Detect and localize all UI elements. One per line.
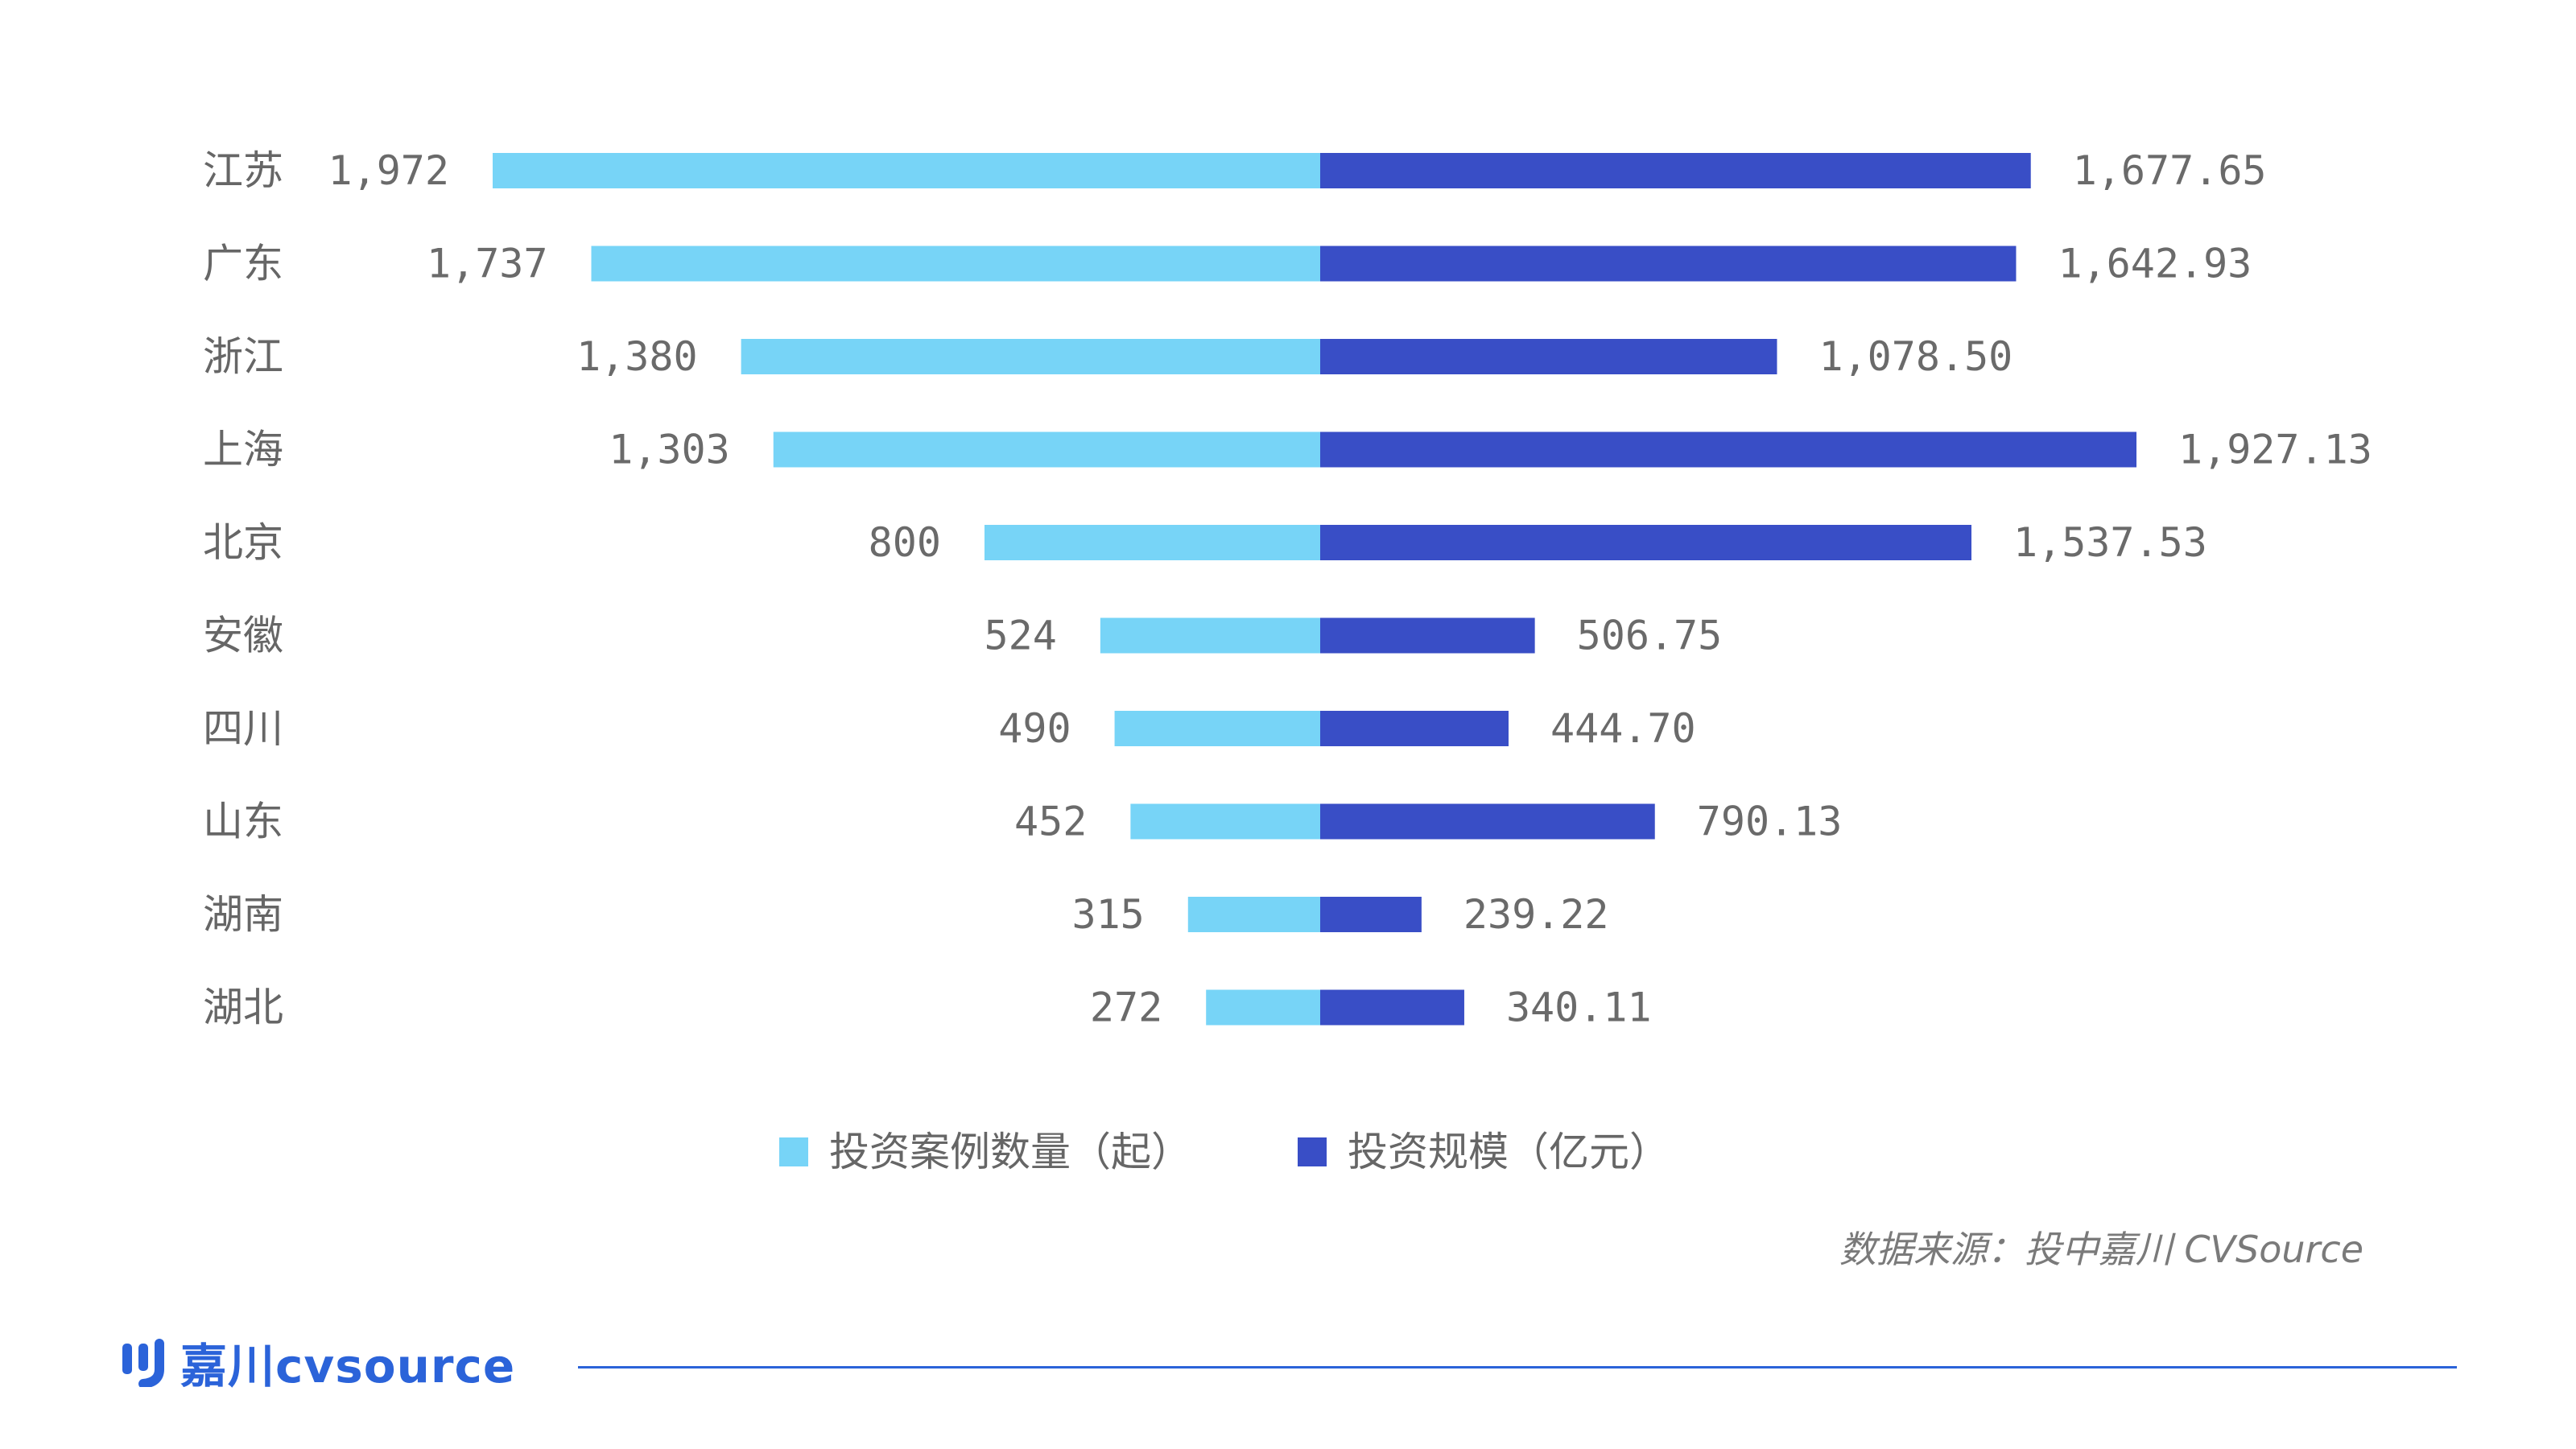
value-label-investment-scale: 1,677.65 [2073, 147, 2267, 194]
category-label: 湖北 [203, 985, 283, 1031]
bar-case-count [1187, 897, 1320, 932]
value-label-investment-scale: 1,927.13 [2178, 427, 2372, 473]
value-label-case-count: 490 [998, 705, 1071, 752]
category-label: 湖南 [203, 891, 283, 938]
brand-name: 嘉川cvsource [180, 1328, 515, 1396]
investment-scale-bars [1320, 153, 2136, 1026]
bar-investment-scale [1320, 153, 2031, 188]
category-label: 江苏 [203, 147, 283, 194]
bar-case-count [591, 246, 1320, 282]
bar-case-count [493, 153, 1320, 188]
value-label-case-count: 272 [1090, 985, 1162, 1031]
case-count-value-labels: 1,972 1,737 1,380 1,303 800 524 490 452 315 272 [328, 147, 1162, 1031]
data-source-note: 数据来源：投中嘉川 CVSource [1839, 1228, 2363, 1271]
value-label-investment-scale: 1,537.53 [2013, 519, 2207, 566]
category-label: 安徽 [203, 613, 283, 659]
value-label-investment-scale: 506.75 [1577, 613, 1723, 659]
bar-investment-scale [1320, 989, 1464, 1026]
bar-case-count [984, 525, 1320, 560]
category-label: 山东 [203, 799, 283, 845]
category-label: 浙江 [203, 333, 283, 380]
value-label-case-count: 452 [1014, 799, 1087, 845]
legend-label-investment-scale: 投资规模（亿元） [1348, 1129, 1670, 1175]
bar-case-count [741, 339, 1320, 374]
bar-investment-scale [1320, 711, 1509, 746]
value-label-investment-scale: 239.22 [1463, 891, 1609, 938]
bar-case-count [1130, 803, 1320, 840]
value-label-case-count: 1,380 [576, 333, 698, 380]
category-label: 四川 [203, 705, 283, 752]
bar-investment-scale [1320, 339, 1777, 374]
investment-scale-value-labels: 1,677.65 1,642.93 1,078.50 1,927.13 1,537.53… [1463, 147, 2372, 1031]
value-label-investment-scale: 340.11 [1506, 985, 1652, 1031]
brand-name-en: cvsource [275, 1339, 516, 1393]
bar-investment-scale [1320, 525, 1972, 560]
legend: 投资案例数量（起） 投资规模（亿元） [779, 1129, 1670, 1175]
legend-swatch-case-count [779, 1137, 808, 1166]
category-label: 北京 [203, 519, 283, 566]
value-label-case-count: 1,303 [609, 427, 730, 473]
legend-swatch-investment-scale [1298, 1137, 1327, 1166]
value-label-case-count: 1,737 [427, 241, 548, 287]
bar-case-count [1114, 711, 1320, 746]
category-label: 广东 [203, 241, 283, 287]
bar-investment-scale [1320, 897, 1422, 932]
case-count-bars [493, 153, 1320, 1026]
legend-label-case-count: 投资案例数量（起） [829, 1129, 1191, 1175]
bar-investment-scale [1320, 246, 2017, 282]
cvsource-logo-icon [122, 1339, 164, 1387]
value-label-investment-scale: 444.70 [1550, 705, 1696, 752]
footer-divider [578, 1366, 2457, 1368]
value-label-case-count: 315 [1071, 891, 1144, 938]
value-label-investment-scale: 1,642.93 [2058, 241, 2252, 287]
bar-investment-scale [1320, 431, 2136, 468]
bar-case-count [1100, 617, 1320, 654]
bar-case-count [1206, 989, 1320, 1026]
bar-case-count [773, 431, 1320, 468]
value-label-investment-scale: 1,078.50 [1818, 333, 2013, 380]
category-label: 上海 [203, 427, 283, 473]
brand-name-cn: 嘉川 [180, 1339, 276, 1393]
value-label-investment-scale: 790.13 [1697, 799, 1843, 845]
bar-investment-scale [1320, 803, 1655, 840]
value-label-case-count: 1,972 [328, 147, 449, 194]
bar-investment-scale [1320, 617, 1535, 654]
footer-logo: 嘉川cvsource [119, 1330, 515, 1394]
value-label-case-count: 800 [869, 519, 941, 566]
value-label-case-count: 524 [985, 613, 1057, 659]
